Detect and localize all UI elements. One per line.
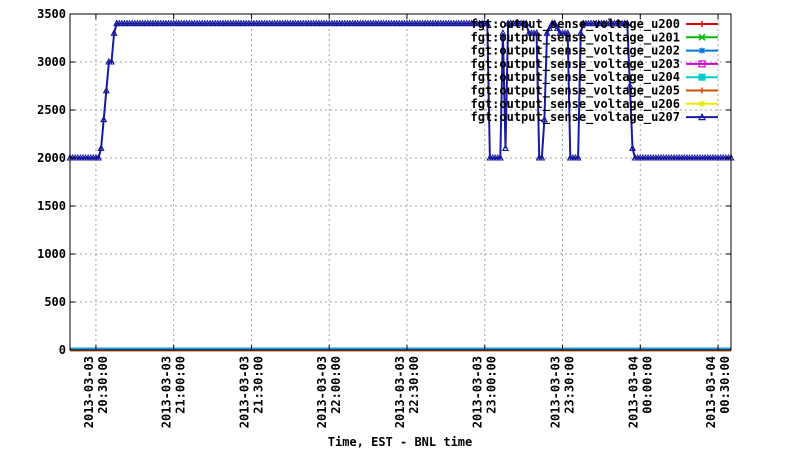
- legend-label: fgt:output_sense_voltage_u202: [470, 44, 680, 59]
- data-point: [566, 153, 574, 161]
- x-tick-time: 00:30:00: [718, 356, 732, 414]
- data-point: [533, 29, 541, 36]
- data-point: [486, 153, 494, 161]
- data-point: [631, 153, 639, 161]
- y-tick-label: 0: [59, 343, 66, 357]
- y-tick-label: 500: [44, 295, 66, 309]
- legend-marker: [699, 47, 705, 54]
- data-point: [100, 115, 108, 123]
- data-point: [97, 144, 105, 151]
- legend-marker: [698, 60, 706, 68]
- data-point: [108, 57, 115, 65]
- x-tick-time: 20:30:00: [96, 356, 110, 414]
- legend-label: fgt:output_sense_voltage_u205: [470, 84, 680, 99]
- x-tick-time: 22:00:00: [329, 356, 343, 414]
- x-tick-date: 2013-03-03: [393, 356, 407, 428]
- x-tick-time: 22:30:00: [407, 356, 421, 414]
- data-point: [102, 86, 110, 94]
- y-tick-label: 3000: [37, 55, 66, 69]
- x-tick-time: 21:30:00: [251, 356, 265, 414]
- data-point: [483, 19, 491, 27]
- x-tick-label: 2013-03-03 21:30:00: [237, 356, 265, 428]
- legend-item: fgt:output_sense_voltage_u204: [470, 70, 718, 85]
- data-point: [626, 81, 634, 89]
- x-tick-time: 00:00:00: [640, 356, 654, 414]
- legend-label: fgt:output_sense_voltage_u200: [470, 17, 680, 32]
- data-point: [623, 19, 631, 27]
- data-point: [577, 29, 585, 36]
- x-tick-date: 2013-03-03: [160, 356, 174, 428]
- legend-label: fgt:output_sense_voltage_u204: [470, 70, 680, 85]
- data-point: [496, 153, 504, 161]
- x-tick-label: 2013-03-03 22:00:00: [315, 356, 343, 428]
- x-axis: 2013-03-03 20:30:00 2013-03-03 21:00:00 2013…: [82, 14, 732, 428]
- x-tick-date: 2013-03-04: [704, 356, 718, 428]
- x-tick-time: 21:00:00: [174, 356, 188, 414]
- data-point: [564, 29, 572, 36]
- data-point: [556, 29, 564, 36]
- x-tick-label: 2013-03-03 22:30:00: [393, 356, 421, 428]
- data-point: [95, 153, 102, 161]
- y-tick-label: 2500: [37, 103, 66, 117]
- x-tick-label: 2013-03-03 20:30:00: [82, 356, 110, 428]
- data-point: [504, 19, 512, 27]
- x-tick-label: 2013-03-03 21:00:00: [160, 356, 188, 428]
- data-point: [579, 19, 587, 27]
- x-tick-label: 2013-03-03 23:00:00: [471, 356, 499, 428]
- x-tick-date: 2013-03-03: [315, 356, 329, 428]
- data-point: [499, 29, 507, 36]
- legend-item: fgt:output_sense_voltage_u203: [470, 57, 718, 72]
- legend-item: fgt:output_sense_voltage_u201: [470, 30, 718, 45]
- x-tick-label: 2013-03-03 23:30:00: [549, 356, 577, 428]
- legend-marker: [698, 73, 706, 81]
- legend-label: fgt:output_sense_voltage_u201: [470, 30, 680, 45]
- x-tick-date: 2013-03-03: [82, 356, 96, 428]
- x-tick-time: 23:30:00: [563, 356, 577, 414]
- data-point: [525, 29, 533, 36]
- x-tick-label: 2013-03-04 00:00:00: [626, 356, 654, 428]
- y-tick-label: 2000: [37, 151, 66, 165]
- data-point: [502, 144, 509, 151]
- grid-lines: [70, 14, 731, 350]
- data-point: [551, 19, 559, 27]
- legend-label: fgt:output_sense_voltage_u207: [470, 110, 680, 125]
- data-point: [629, 144, 636, 151]
- data-point: [543, 29, 551, 36]
- x-tick-date: 2013-03-03: [471, 356, 485, 428]
- x-tick-date: 2013-03-03: [237, 356, 251, 428]
- legend-label: fgt:output_sense_voltage_u203: [470, 57, 680, 72]
- data-point: [538, 153, 546, 161]
- data-point: [540, 115, 548, 123]
- x-tick-date: 2013-03-04: [626, 356, 640, 428]
- x-tick-date: 2013-03-03: [549, 356, 563, 428]
- legend-item: fgt:output_sense_voltage_u205: [470, 84, 718, 99]
- x-tick-time: 23:00:00: [485, 356, 499, 414]
- legend-marker: [699, 21, 705, 27]
- legend-marker: [698, 33, 706, 41]
- data-point: [574, 153, 582, 161]
- legend-label: fgt:output_sense_voltage_u206: [470, 97, 680, 112]
- legend-item: fgt:output_sense_voltage_u207: [470, 110, 718, 125]
- legend-marker: [699, 87, 705, 94]
- data-point: [113, 19, 121, 27]
- legend-item: fgt:output_sense_voltage_u200: [470, 17, 718, 32]
- series-line-u207: [70, 22, 731, 159]
- legend-item: fgt:output_sense_voltage_u206: [470, 97, 718, 112]
- x-tick-label: 2013-03-04 00:30:00: [704, 356, 732, 428]
- y-axis: 0 500 1000 1500 2000 2500 3000 3500: [37, 7, 731, 357]
- data-point: [553, 24, 561, 31]
- data-point: [522, 19, 530, 27]
- legend-marker: [697, 112, 707, 121]
- x-axis-title: Time, EST - BNL time: [328, 435, 473, 449]
- y-tick-label: 1500: [37, 199, 66, 213]
- data-point: [546, 24, 553, 31]
- data-point: [110, 29, 118, 36]
- plot-frame: [69, 13, 732, 351]
- legend: fgt:output_sense_voltage_u200fgt:output_…: [470, 17, 718, 125]
- legend-marker: [699, 100, 705, 107]
- legend-item: fgt:output_sense_voltage_u202: [470, 44, 718, 59]
- y-tick-label: 1000: [37, 247, 66, 261]
- y-tick-label: 3500: [37, 7, 66, 21]
